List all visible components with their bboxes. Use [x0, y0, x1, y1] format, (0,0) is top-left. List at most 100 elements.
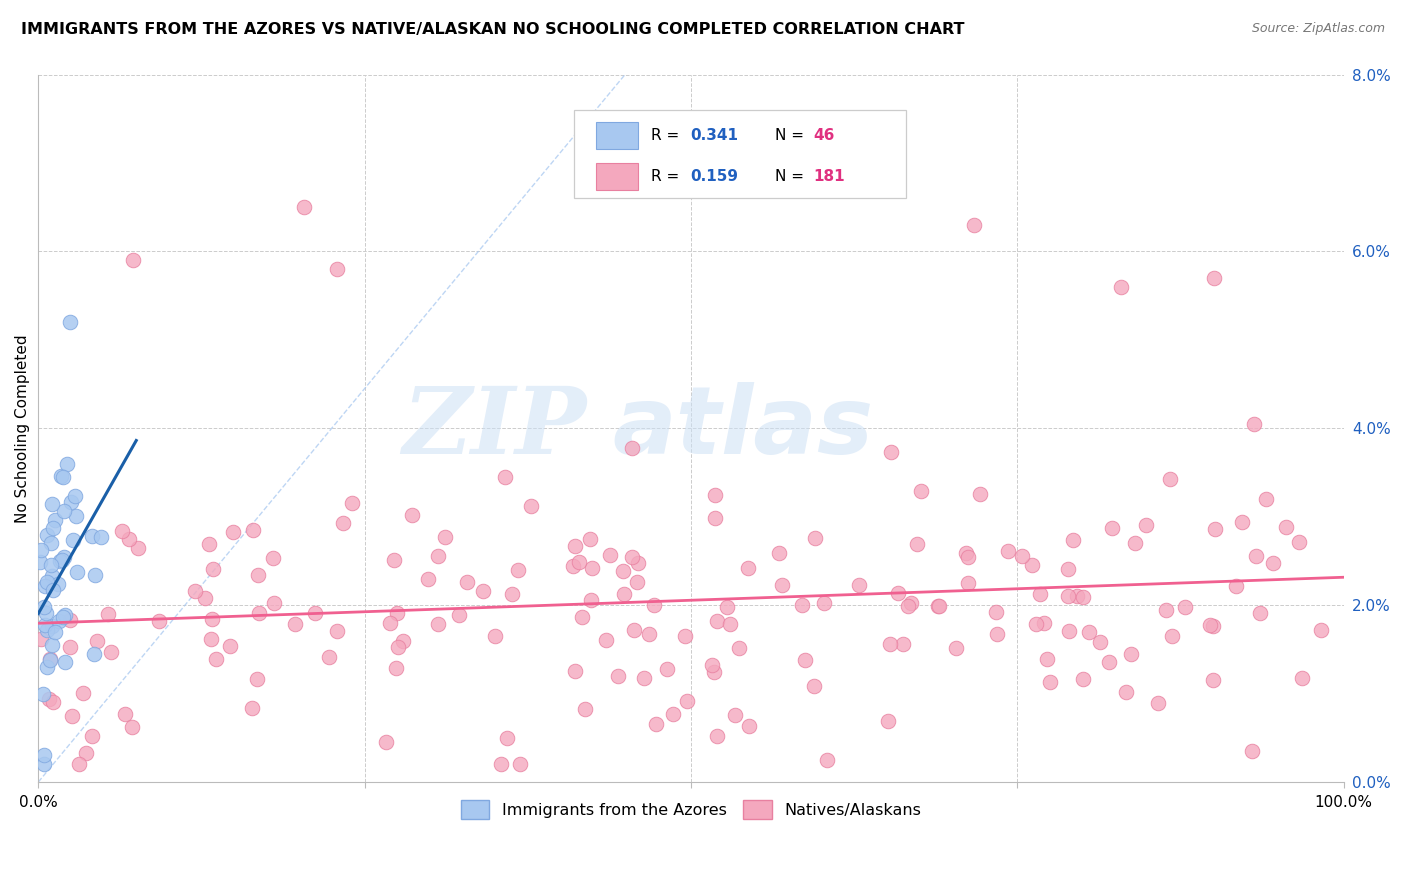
Point: [1071, 590, 1094, 604]
Point: [1249, 606, 1271, 620]
Point: [380, 615, 402, 630]
Bar: [596, 122, 637, 149]
Point: [1038, 675, 1060, 690]
Point: [41, 619, 63, 633]
Point: [957, 576, 980, 591]
Point: [35, 528, 58, 542]
Point: [620, 549, 643, 564]
Point: [447, 607, 470, 622]
Point: [1111, 279, 1133, 293]
Point: [495, 731, 517, 745]
Point: [675, 694, 697, 708]
Point: [568, 555, 591, 569]
Point: [1119, 648, 1142, 662]
Point: [716, 600, 738, 615]
Point: [32, 757, 55, 772]
Point: [31, 632, 53, 646]
Point: [121, 720, 143, 734]
Point: [501, 586, 523, 600]
Point: [30, 542, 52, 557]
Point: [90, 530, 112, 544]
Point: [65, 508, 87, 523]
Point: [1088, 635, 1111, 649]
Point: [1098, 655, 1121, 669]
Point: [1291, 671, 1313, 685]
Point: [200, 632, 222, 646]
Point: [621, 441, 644, 455]
Point: [34, 579, 56, 593]
Point: [38, 692, 60, 706]
Point: [1123, 535, 1146, 549]
Point: [612, 564, 634, 578]
Point: [263, 596, 285, 610]
Point: [62, 533, 84, 547]
Point: [927, 599, 949, 613]
Point: [1025, 617, 1047, 632]
Point: [242, 523, 264, 537]
Point: [1057, 562, 1080, 576]
Point: [35, 606, 58, 620]
Point: [32, 600, 55, 615]
Point: [58, 315, 80, 329]
Text: N =: N =: [775, 128, 808, 144]
Point: [997, 544, 1019, 558]
Point: [703, 665, 725, 680]
Point: [815, 753, 838, 767]
Point: [247, 606, 270, 620]
Point: [879, 637, 901, 651]
Point: [702, 657, 724, 672]
Point: [1071, 672, 1094, 686]
Point: [662, 706, 685, 721]
Point: [30, 555, 52, 569]
Point: [127, 541, 149, 555]
Point: [718, 616, 741, 631]
Point: [484, 629, 506, 643]
Point: [34, 618, 56, 632]
Point: [1135, 517, 1157, 532]
Point: [39, 536, 62, 550]
Point: [284, 616, 307, 631]
Point: [1230, 515, 1253, 529]
Point: [969, 487, 991, 501]
Point: [49, 469, 72, 483]
Text: 0.159: 0.159: [690, 169, 738, 184]
Point: [1243, 417, 1265, 432]
Point: [706, 614, 728, 628]
Point: [48, 614, 70, 628]
Point: [1263, 556, 1285, 570]
Point: [643, 598, 665, 612]
Point: [52, 549, 75, 564]
Point: [53, 655, 76, 669]
Point: [893, 637, 915, 651]
Point: [340, 496, 363, 510]
Point: [1199, 618, 1222, 632]
Point: [55, 457, 77, 471]
Point: [1225, 579, 1247, 593]
Point: [790, 598, 813, 612]
Point: [41, 638, 63, 652]
Point: [65, 489, 87, 503]
Text: atlas: atlas: [613, 383, 875, 475]
Point: [41, 569, 63, 583]
Point: [900, 596, 922, 610]
Point: [82, 529, 104, 543]
Point: [1156, 602, 1178, 616]
Point: [218, 639, 240, 653]
Point: [579, 532, 602, 546]
Point: [1202, 271, 1225, 285]
Point: [385, 661, 408, 675]
Point: [58, 640, 80, 655]
Point: [46, 576, 69, 591]
Point: [97, 607, 120, 621]
Point: [67, 757, 90, 772]
Point: [39, 651, 62, 665]
Point: [494, 469, 516, 483]
Point: [626, 556, 648, 570]
Point: [581, 560, 603, 574]
Point: [768, 546, 790, 560]
Point: [202, 562, 225, 576]
Point: [51, 610, 73, 624]
Point: [246, 567, 269, 582]
Point: [401, 508, 423, 522]
Point: [638, 627, 661, 641]
